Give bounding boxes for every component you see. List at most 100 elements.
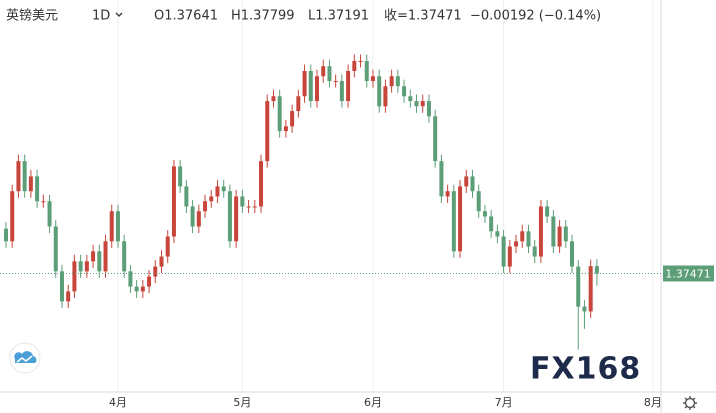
- candle-body: [296, 96, 301, 112]
- x-tick-label: 6月: [364, 396, 382, 409]
- candle-body: [333, 81, 338, 83]
- candle-body: [91, 251, 96, 262]
- candle-body: [190, 206, 195, 227]
- candle-body: [203, 201, 208, 212]
- candle-body: [277, 96, 282, 132]
- candle-body: [283, 126, 288, 132]
- candles: [4, 54, 599, 350]
- candle-body: [290, 111, 295, 127]
- settings-button[interactable]: [683, 396, 697, 410]
- candle-body: [103, 241, 108, 272]
- candle-body: [470, 176, 475, 192]
- candle-body: [153, 266, 158, 277]
- candle-body: [234, 196, 239, 242]
- candle-body: [109, 211, 114, 242]
- candle-body: [84, 261, 89, 272]
- candle-body: [221, 186, 226, 192]
- candle-body: [557, 226, 562, 247]
- candle-body: [35, 176, 40, 202]
- candle-body: [159, 256, 164, 267]
- candle-body: [482, 211, 487, 217]
- candle-body: [339, 81, 344, 102]
- candle-body: [97, 251, 102, 272]
- candle-body: [321, 66, 326, 77]
- candle-body: [10, 191, 15, 242]
- candle-body: [346, 70, 351, 102]
- x-tick-label: 4月: [109, 396, 127, 409]
- candle-body: [426, 101, 431, 117]
- candle-body: [389, 76, 394, 87]
- candle-body: [514, 241, 519, 247]
- candle-body: [433, 116, 438, 162]
- cloud-button[interactable]: [9, 342, 41, 374]
- candle-body: [383, 86, 388, 107]
- candle-body: [178, 166, 183, 187]
- x-tick-label: 5月: [233, 396, 251, 409]
- candle-body: [209, 196, 214, 202]
- candle-body: [53, 226, 58, 272]
- candle-body: [128, 271, 133, 287]
- change-value: −0.00192 (−0.14%): [470, 9, 601, 24]
- candle-body: [520, 231, 525, 242]
- x-tick-label: 7月: [495, 396, 513, 409]
- candle-body: [315, 76, 319, 102]
- high-value: H1.37799: [231, 9, 295, 24]
- candle-body: [72, 261, 77, 292]
- candle-body: [364, 60, 369, 82]
- candle-body: [196, 211, 201, 227]
- candle-body: [16, 161, 21, 192]
- candle-body: [47, 201, 52, 227]
- candle-body: [538, 206, 543, 257]
- candle-body: [439, 161, 444, 197]
- x-tick-label: 8月: [644, 396, 662, 409]
- candle-body: [507, 246, 512, 267]
- last-price-label: 1.37471: [665, 267, 711, 280]
- watermark: FX168: [530, 352, 641, 387]
- candle-body: [165, 236, 170, 257]
- candle-body: [302, 70, 307, 97]
- candle-body: [259, 161, 264, 207]
- candle-body: [458, 186, 463, 252]
- candle-body: [451, 191, 456, 252]
- candle-body: [4, 228, 8, 242]
- candle-body: [501, 236, 506, 267]
- candle-body: [370, 76, 375, 82]
- candle-body: [594, 266, 599, 274]
- candle-body: [227, 191, 232, 242]
- candle-body: [22, 161, 27, 192]
- candle-body: [327, 66, 332, 82]
- candle-body: [252, 206, 257, 208]
- candle-body: [582, 306, 587, 312]
- candle-body: [352, 60, 357, 71]
- header: 英镑美元 1D O1.37641 H1.37799 L1.37191 收=1.3…: [6, 8, 601, 24]
- candle-body: [402, 86, 407, 97]
- low-value: L1.37191: [308, 9, 369, 24]
- candle-body: [171, 166, 176, 237]
- candle-body: [576, 266, 581, 307]
- candle-body: [495, 231, 500, 237]
- candle-body: [464, 176, 469, 187]
- candle-body: [78, 261, 83, 272]
- candle-body: [265, 101, 270, 162]
- candle-body: [240, 196, 245, 207]
- candle-body: [28, 176, 33, 192]
- candle-body: [184, 186, 189, 207]
- candle-body: [414, 101, 419, 107]
- candle-body: [445, 191, 450, 197]
- candle-body: [526, 231, 531, 247]
- candle-body: [545, 206, 550, 217]
- candle-body: [215, 186, 220, 197]
- candle-body: [588, 266, 593, 312]
- candle-body: [147, 276, 152, 287]
- interval-dropdown[interactable]: [115, 12, 123, 17]
- candle-body: [420, 101, 425, 107]
- candle-body: [59, 271, 64, 302]
- candle-body: [246, 206, 251, 208]
- close-value: 收=1.37471: [384, 9, 462, 24]
- open-value: O1.37641: [154, 9, 218, 24]
- candle-body: [308, 70, 313, 102]
- candle-body: [408, 96, 413, 102]
- interval: 1D: [92, 9, 110, 24]
